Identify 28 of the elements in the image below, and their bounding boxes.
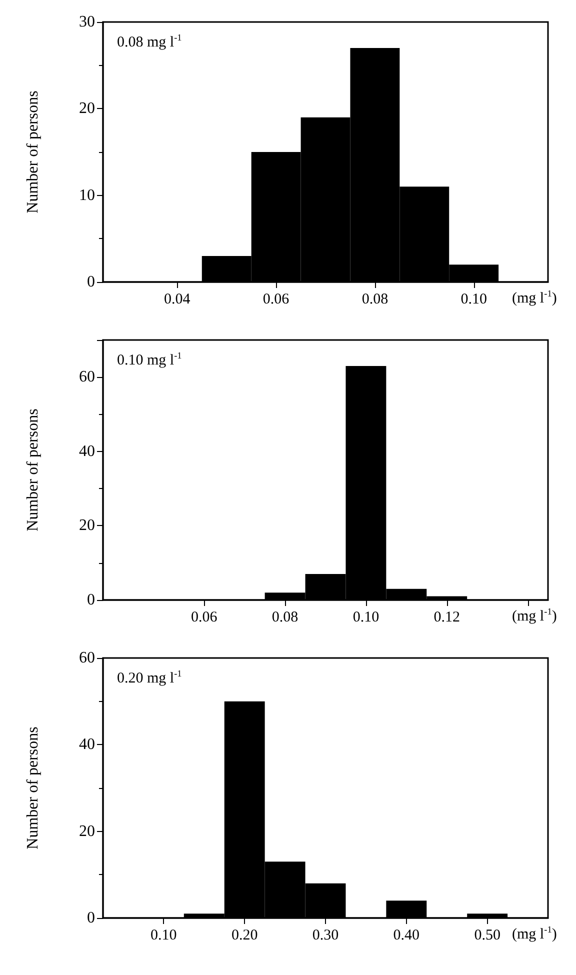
y-tick-label: 40 [79, 442, 95, 460]
x-tick-label: 0.08 [362, 292, 388, 308]
x-tick-label: 0.04 [164, 292, 191, 308]
y-tick-label: 20 [79, 822, 95, 840]
y-tick-label: 0 [87, 592, 95, 608]
y-tick-label: 20 [79, 517, 95, 534]
y-tick-label: 0 [87, 274, 95, 290]
x-tick-label: 0.08 [272, 610, 298, 626]
y-tick-label: 60 [79, 650, 95, 666]
x-tick-label: 0.10 [460, 292, 487, 308]
y-tick-label: 20 [79, 100, 95, 118]
x-tick-label: 0.10 [352, 610, 380, 626]
x-tick-label: 0.10 [150, 928, 177, 944]
y-tick-label: 30 [79, 14, 95, 30]
x-tick-label: 0.40 [393, 928, 420, 944]
x-tick-label: 0.30 [312, 928, 339, 944]
x-tick-label: 0.12 [434, 610, 460, 626]
y-axis-title: Number of persons [24, 726, 42, 850]
y-tick-label: 60 [79, 368, 95, 386]
y-tick-label: 10 [79, 186, 95, 204]
x-tick-label: 0.06 [191, 610, 218, 626]
x-tick-label: 0.50 [474, 928, 500, 944]
y-axis-title: Number of persons [24, 408, 42, 532]
x-tick-label: 0.20 [231, 928, 258, 944]
y-tick-label: 0 [87, 910, 95, 926]
y-tick-label: 40 [79, 736, 95, 754]
x-tick-label: 0.06 [262, 292, 290, 308]
y-axis-title: Number of persons [24, 90, 42, 214]
